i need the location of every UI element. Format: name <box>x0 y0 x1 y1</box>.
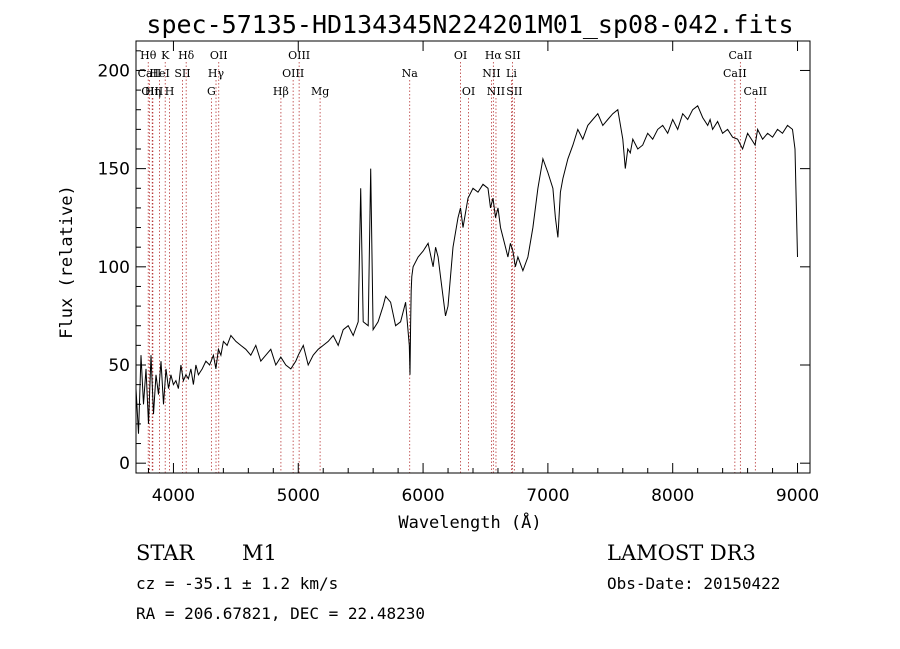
spectrum-series-line <box>135 105 798 434</box>
spectral-line-label: HeI <box>149 67 169 80</box>
x-axis-ticks: 4000 5000 6000 7000 8000 9000 <box>147 41 819 506</box>
spectral-line-label: OIII <box>141 85 163 98</box>
spectral-line-label: OI <box>454 49 467 62</box>
spectral-line-label: G <box>207 85 216 98</box>
survey-name: LAMOST DR3 <box>607 541 756 565</box>
spectral-line-markers <box>147 62 756 473</box>
spectral-line-label: OI <box>462 85 475 98</box>
spectral-line-label: Hδ <box>178 49 195 62</box>
spectral-line-label: Hα <box>485 49 503 62</box>
spectral-line-label: SII <box>504 49 520 62</box>
spectral-line-label: CaII <box>743 85 767 98</box>
x-tick-label: 4000 <box>152 486 195 506</box>
spectral-line-label: NII <box>487 85 505 98</box>
object-class: STAR <box>136 541 195 565</box>
spectral-line-label: CaII <box>723 67 747 80</box>
coordinates: RA = 206.67821, DEC = 22.48230 <box>136 604 425 623</box>
y-axis-ticks: 0 50 100 150 200 <box>98 50 810 474</box>
plot-frame <box>135 40 811 474</box>
chart-title: spec-57135-HD134345N224201M01_sp08-042.f… <box>146 10 793 39</box>
y-tick-label: 150 <box>98 160 130 180</box>
spectral-line-label: Li <box>506 67 517 80</box>
spectral-line-labels: Hθ CaII OIII K HeI Hη H Hδ SII OII Hγ G OIII OIII Hβ Mg… <box>138 49 768 98</box>
x-axis-label: Wavelength (Å) <box>398 511 541 533</box>
observation-date: Obs-Date: 20150422 <box>607 574 780 593</box>
y-tick-label: 100 <box>98 258 130 278</box>
spectral-line-label: OIII <box>282 67 304 80</box>
y-tick-label: 0 <box>119 454 130 474</box>
x-tick-label: 8000 <box>651 486 694 506</box>
y-axis-label: Flux (relative) <box>57 185 77 339</box>
x-tick-label: 6000 <box>401 486 444 506</box>
spectral-line-label: CaII <box>729 49 753 62</box>
spectral-line-label: Hβ <box>273 85 289 98</box>
spectral-line-label: NII <box>482 67 500 80</box>
spectral-line-label: Hθ <box>140 49 157 62</box>
spectral-line-label: K <box>161 49 170 62</box>
spectral-line-label: OIII <box>288 49 310 62</box>
x-tick-label: 7000 <box>526 486 569 506</box>
x-tick-label: 5000 <box>277 486 320 506</box>
spectral-line-label: Hη <box>145 85 161 98</box>
x-tick-label: 9000 <box>776 486 819 506</box>
object-subclass: M1 <box>242 541 277 565</box>
spectral-line-label: Na <box>402 67 419 80</box>
y-tick-label: 200 <box>98 61 130 81</box>
spectral-line-label: H <box>165 85 175 98</box>
spectral-line-label: Mg <box>311 85 329 98</box>
y-tick-label: 50 <box>108 356 130 376</box>
spectral-line-label: OII <box>210 49 228 62</box>
spectral-line-label: Hγ <box>208 67 225 80</box>
spectral-line-label: SII <box>174 67 190 80</box>
spectral-line-label: SII <box>506 85 522 98</box>
redshift-value: cz = -35.1 ± 1.2 km/s <box>136 574 338 593</box>
